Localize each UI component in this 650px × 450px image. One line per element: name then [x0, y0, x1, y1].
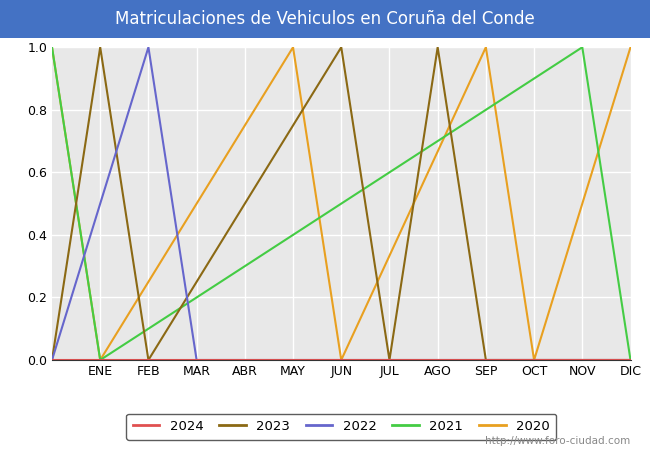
Text: http://www.foro-ciudad.com: http://www.foro-ciudad.com: [486, 436, 630, 446]
Text: Matriculaciones de Vehiculos en Coruña del Conde: Matriculaciones de Vehiculos en Coruña d…: [115, 10, 535, 28]
Legend: 2024, 2023, 2022, 2021, 2020: 2024, 2023, 2022, 2021, 2020: [126, 414, 556, 440]
